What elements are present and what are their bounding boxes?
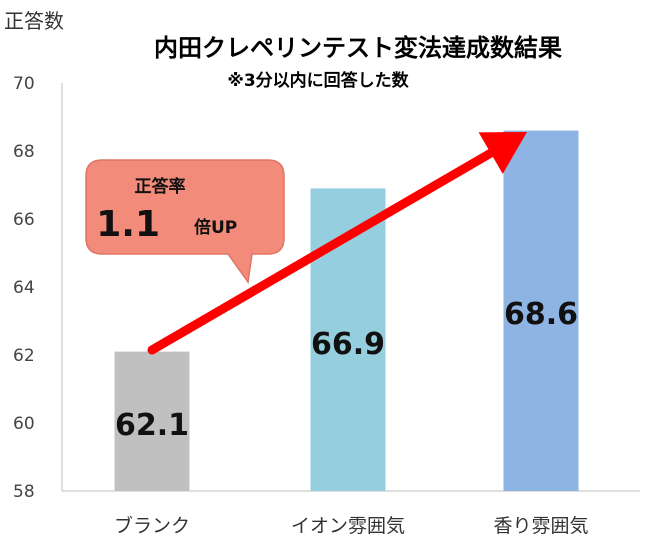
y-tick-label: 62: [13, 346, 35, 366]
callout-value: 1.1: [96, 204, 160, 245]
x-category-label: イオン雰囲気: [291, 515, 405, 537]
chart-title: 内田クレペリンテスト変法達成数結果: [154, 34, 562, 62]
trend-arrow: [147, 132, 527, 355]
chart-subtitle: ※3分以内に回答した数: [227, 70, 409, 91]
bar-value-label: 66.9: [311, 327, 385, 362]
data-labels: 62.1 66.9 68.6: [115, 297, 578, 443]
bar: [114, 351, 190, 491]
y-tick-label: 68: [13, 142, 35, 162]
bar-value-label: 62.1: [115, 408, 189, 443]
x-category-label: ブランク: [114, 514, 190, 537]
y-axis-label: 正答数: [4, 9, 64, 33]
y-tick-label: 58: [13, 482, 35, 502]
bar: [503, 130, 579, 491]
arrow-head: [478, 132, 527, 174]
bar-value-label: 68.6: [504, 297, 578, 332]
callout-suffix: 倍UP: [194, 217, 237, 238]
y-tick-label: 66: [13, 210, 35, 230]
callout-label: 正答率: [135, 176, 186, 197]
callout-shape: [85, 159, 285, 284]
y-tick-label: 60: [13, 414, 35, 434]
y-tick-label: 64: [13, 278, 35, 298]
callout-bubble: 正答率 1.1 倍UP: [85, 159, 285, 284]
y-tick-label: 70: [13, 74, 35, 94]
y-axis-ticks: 58 60 62 64 66 68 70: [13, 74, 35, 502]
x-axis-categories: ブランク イオン雰囲気 香り雰囲気: [114, 514, 589, 537]
arrow-shaft: [147, 148, 496, 355]
x-category-label: 香り雰囲気: [493, 515, 588, 537]
